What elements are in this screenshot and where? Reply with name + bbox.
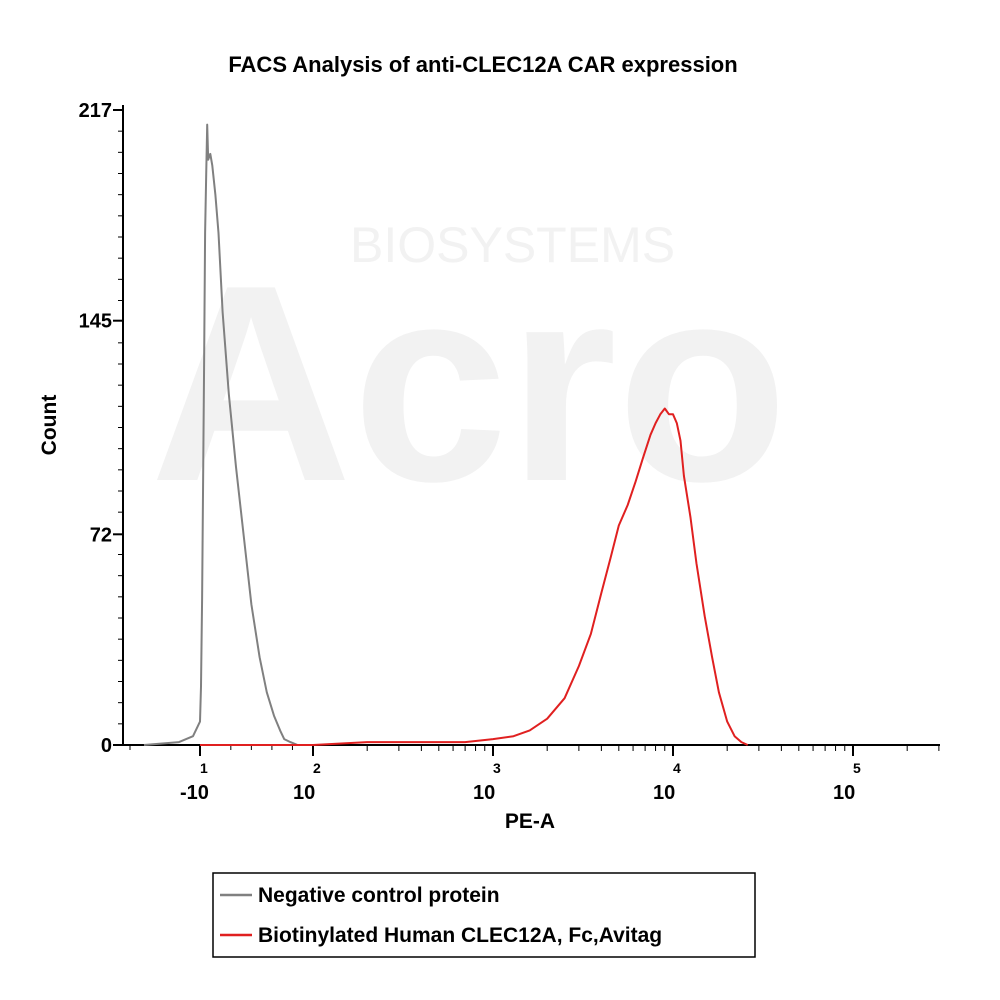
- x-tick-label: -10: [180, 782, 209, 804]
- chart-title: FACS Analysis of anti-CLEC12A CAR expres…: [228, 52, 737, 77]
- x-tick-label: 10: [293, 782, 315, 804]
- watermark-biosystems: BIOSYSTEMS: [350, 217, 675, 273]
- legend-box: [212, 872, 756, 958]
- legend-label-negative-control: Negative control protein: [258, 884, 500, 907]
- x-tick-exponent: 3: [493, 760, 501, 776]
- x-ticks: -10 1 10 2 10 3 10 4 10 5: [129, 745, 940, 804]
- legend: Negative control protein Biotinylated Hu…: [212, 872, 756, 958]
- x-tick-label: 10: [653, 782, 675, 804]
- y-axis-label: Count: [38, 395, 61, 456]
- y-ticks: 0 72 145 217: [79, 100, 123, 757]
- y-tick-label: 0: [101, 735, 112, 757]
- series-group: [143, 123, 749, 746]
- legend-label-clec12a: Biotinylated Human CLEC12A, Fc,Avitag: [258, 924, 662, 947]
- x-axis-label: PE-A: [505, 810, 555, 833]
- watermark-acro: Acro: [150, 228, 788, 540]
- x-tick-label: 10: [473, 782, 495, 804]
- x-tick-exponent: 4: [673, 760, 681, 776]
- x-tick-label: 10: [833, 782, 855, 804]
- watermark-logo: BIOSYSTEMS Acro: [150, 217, 788, 540]
- series-clec12a: [200, 407, 749, 746]
- series-negative-control: [143, 123, 298, 746]
- x-tick-exponent: 5: [853, 760, 861, 776]
- y-tick-label: 217: [79, 100, 112, 122]
- x-tick-exponent: 2: [313, 760, 321, 776]
- y-tick-label: 145: [79, 311, 112, 333]
- x-tick-exponent: 1: [200, 760, 208, 776]
- y-tick-label: 72: [90, 524, 112, 546]
